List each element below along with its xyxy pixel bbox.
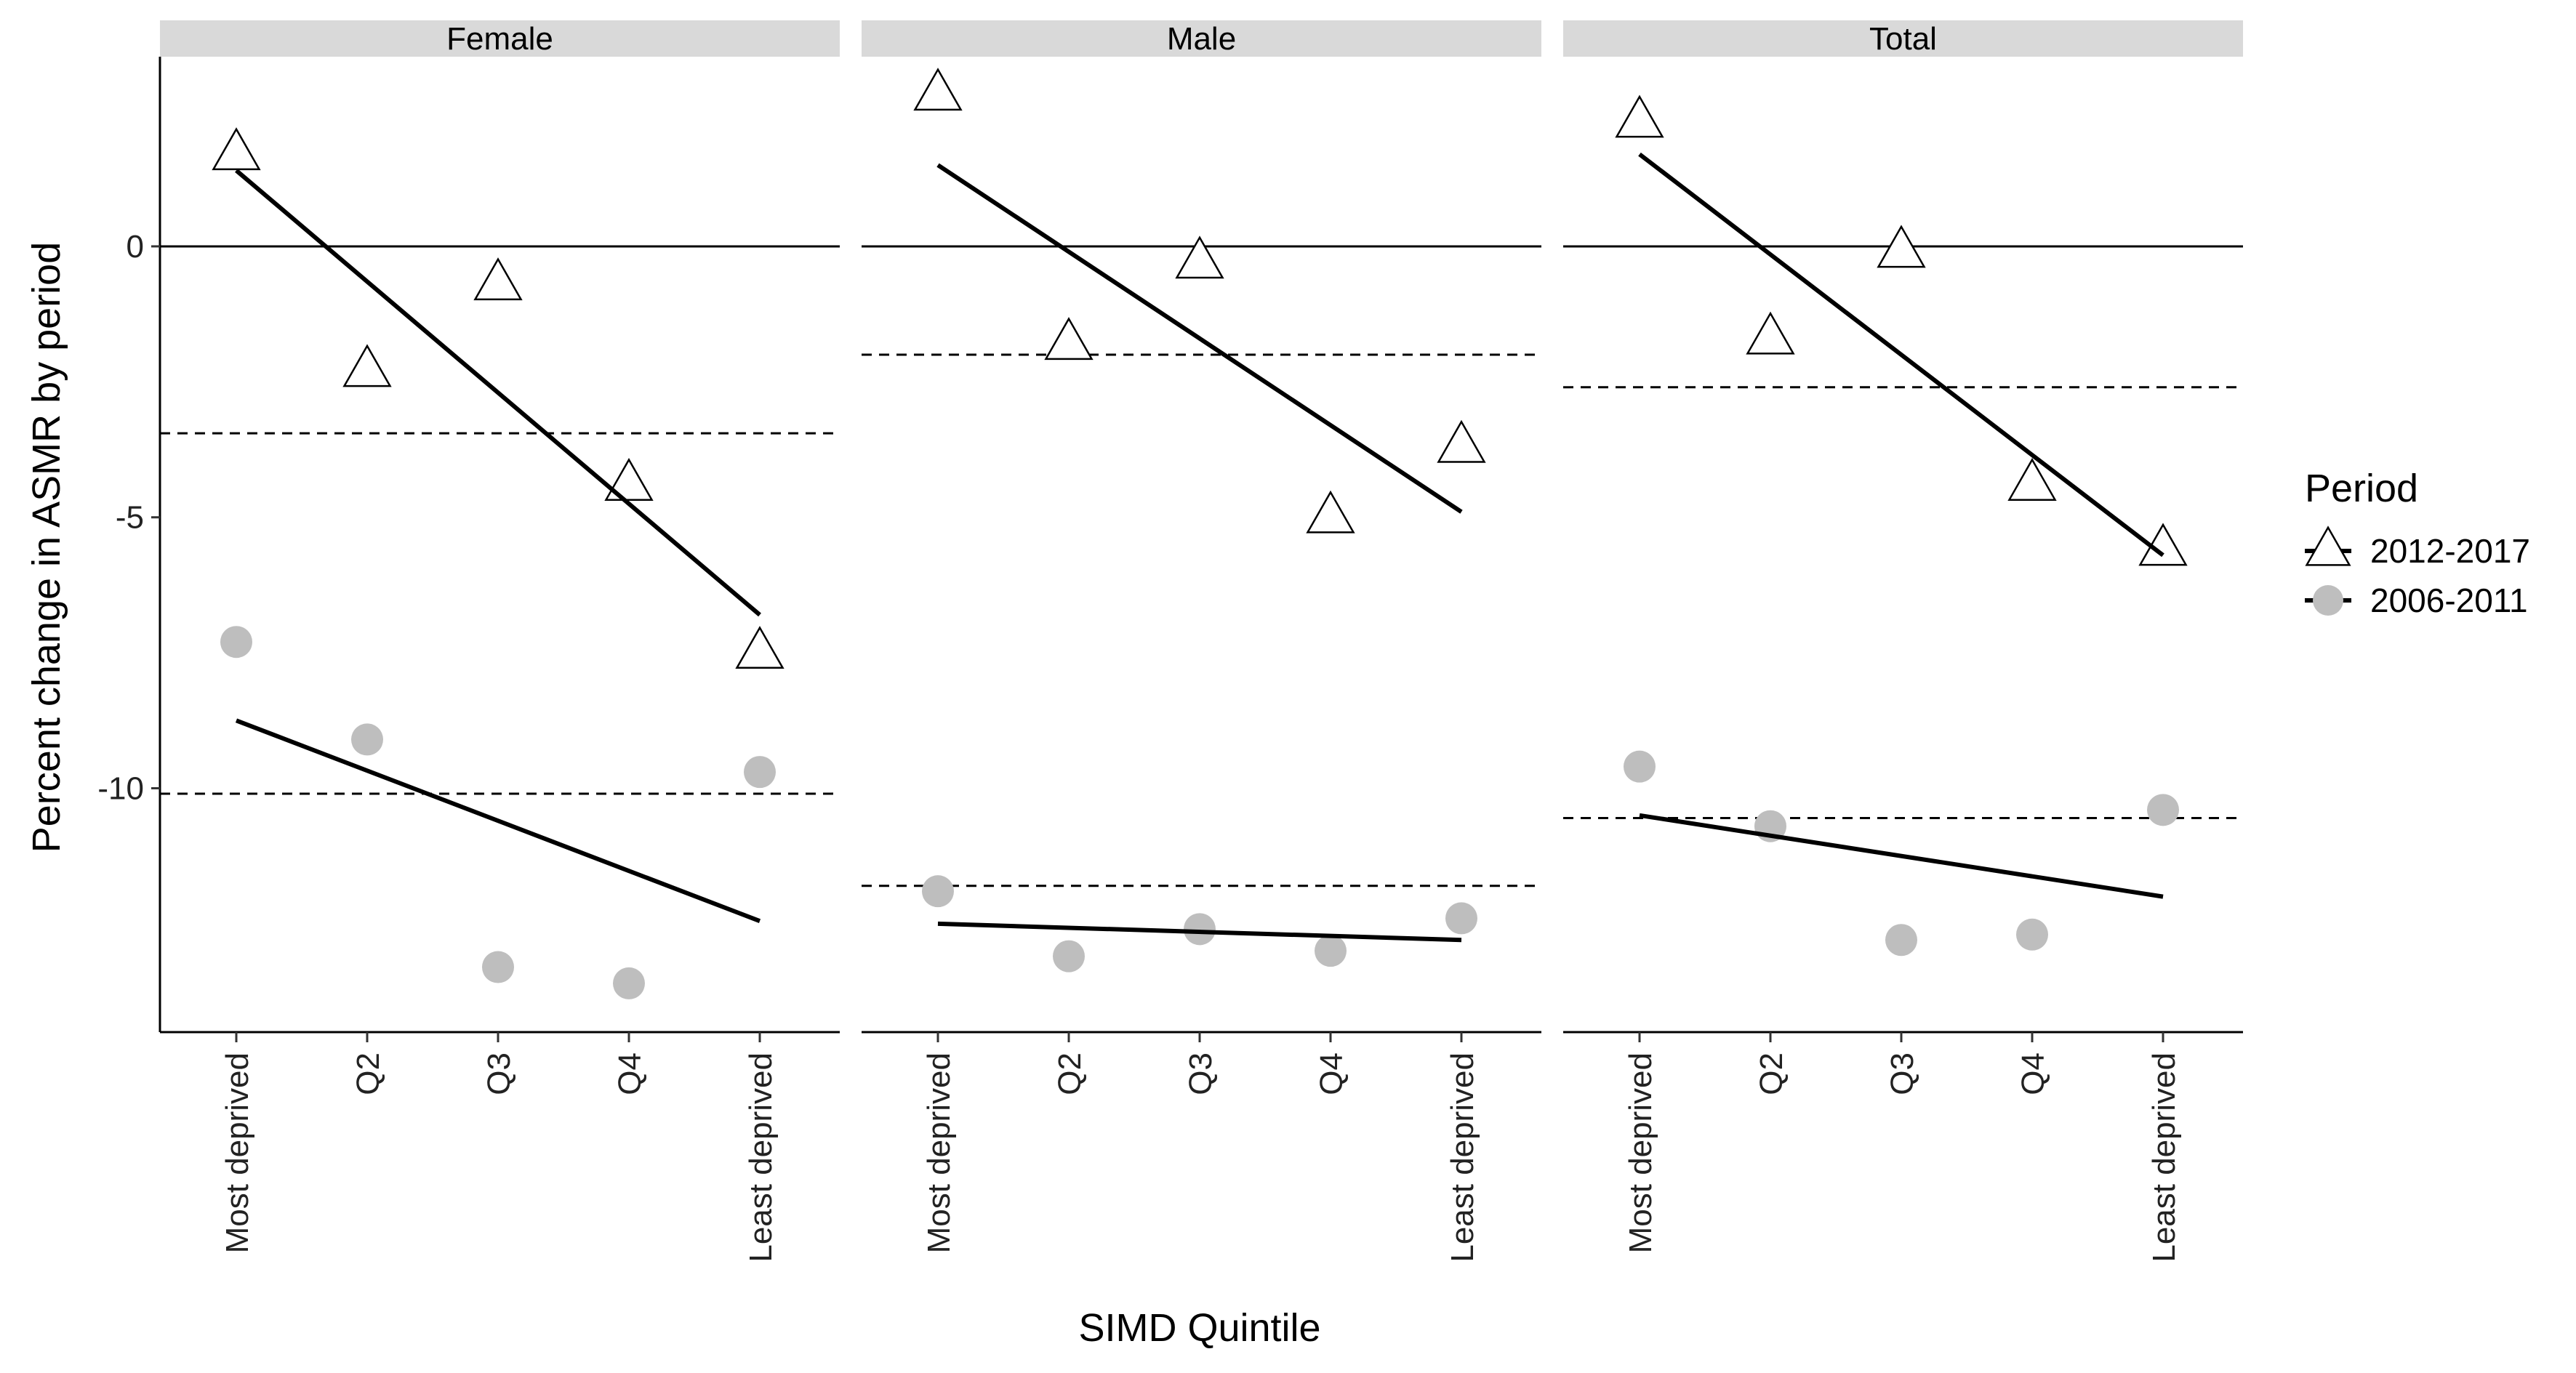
triangle-point: [342, 344, 392, 387]
x-tick-label: Q2: [350, 1052, 386, 1095]
triangle-point: [1877, 225, 1926, 268]
trend-line: [1639, 813, 2164, 899]
x-tick-label: Q4: [2015, 1052, 2051, 1095]
circle-point: [2016, 918, 2048, 951]
x-tick-label: Q2: [1754, 1052, 1789, 1095]
circle-point: [1315, 935, 1347, 967]
circle-point: [613, 967, 645, 999]
legend-entry-label: 2006-2011: [2370, 581, 2528, 619]
x-tick-label: Q3: [1183, 1052, 1219, 1095]
x-axis-title: SIMD Quintile: [1078, 1306, 1320, 1350]
triangle-point: [1044, 317, 1094, 361]
circle-point: [1053, 940, 1085, 973]
x-tick-label: Q3: [1885, 1052, 1920, 1095]
triangle-point: [1746, 311, 1795, 355]
facet-strip: [862, 20, 1541, 57]
triangle-point: [1615, 94, 1664, 138]
x-tick-label: Most deprived: [220, 1052, 255, 1253]
facet-panels: Female 0 -5 -10 Most deprived Q2 Q3 Q4 Least dep…: [97, 20, 2243, 1263]
circle-point: [1184, 913, 1216, 946]
circle-point: [220, 626, 252, 659]
circle-point: [1624, 750, 1656, 783]
circle-point: [351, 723, 383, 756]
legend-key-circle: [2313, 585, 2343, 616]
facet-strip-label: Male: [1167, 21, 1236, 57]
x-tick-label: Least deprived: [743, 1052, 779, 1263]
facet-panel-total: Total Most deprived Q2 Q3 Q4 Least deprived: [1563, 20, 2243, 1263]
trend-line: [235, 718, 761, 923]
legend: Period 2012-2017 2006-2011: [2305, 467, 2530, 619]
y-tick-label: 0: [127, 229, 144, 265]
circle-point: [1445, 902, 1477, 935]
circle-point: [744, 756, 776, 789]
circle-point: [1885, 924, 1917, 957]
triangle-point: [212, 127, 261, 171]
trend-line: [937, 921, 1462, 943]
facet-strip: [1563, 20, 2243, 57]
x-tick-label: Q4: [612, 1052, 648, 1095]
x-tick-label: Q2: [1052, 1052, 1088, 1095]
facet-panel-female: Female 0 -5 -10 Most deprived Q2 Q3 Q4 Least dep…: [97, 20, 840, 1263]
circle-point: [922, 875, 954, 908]
legend-title: Period: [2305, 467, 2418, 510]
x-tick-label: Least deprived: [1445, 1052, 1480, 1263]
x-tick-label: Least deprived: [2146, 1052, 2182, 1263]
triangle-point: [1437, 419, 1486, 463]
circle-point: [482, 951, 514, 983]
circle-point: [2147, 794, 2179, 826]
facet-strip: [160, 20, 840, 57]
triangle-point: [1306, 490, 1355, 534]
x-tick-label: Most deprived: [1623, 1052, 1658, 1253]
triangle-point: [604, 457, 654, 501]
triangle-point: [913, 68, 963, 111]
legend-entry-label: 2012-2017: [2370, 532, 2530, 570]
y-tick-label: -5: [116, 500, 144, 536]
x-tick-label: Q3: [481, 1052, 517, 1095]
facet-strip-label: Total: [1869, 21, 1937, 57]
facet-strip-label: Female: [446, 21, 553, 57]
x-tick-label: Q4: [1314, 1052, 1349, 1095]
triangle-point: [473, 257, 523, 301]
triangle-point: [1175, 235, 1224, 279]
trend-line: [1638, 152, 2164, 557]
trend-line: [936, 163, 1463, 514]
facet-panel-male: Male Most deprived Q2 Q3 Q4 Least deprived: [862, 20, 1541, 1263]
legend-key-triangle: [2305, 526, 2351, 566]
triangle-point: [2007, 457, 2057, 501]
y-tick-label: -10: [97, 771, 144, 807]
y-axis-title: Percent change in ASMR by period: [25, 242, 68, 853]
triangle-point: [735, 626, 785, 669]
trend-line: [235, 169, 761, 617]
x-tick-label: Most deprived: [921, 1052, 957, 1253]
